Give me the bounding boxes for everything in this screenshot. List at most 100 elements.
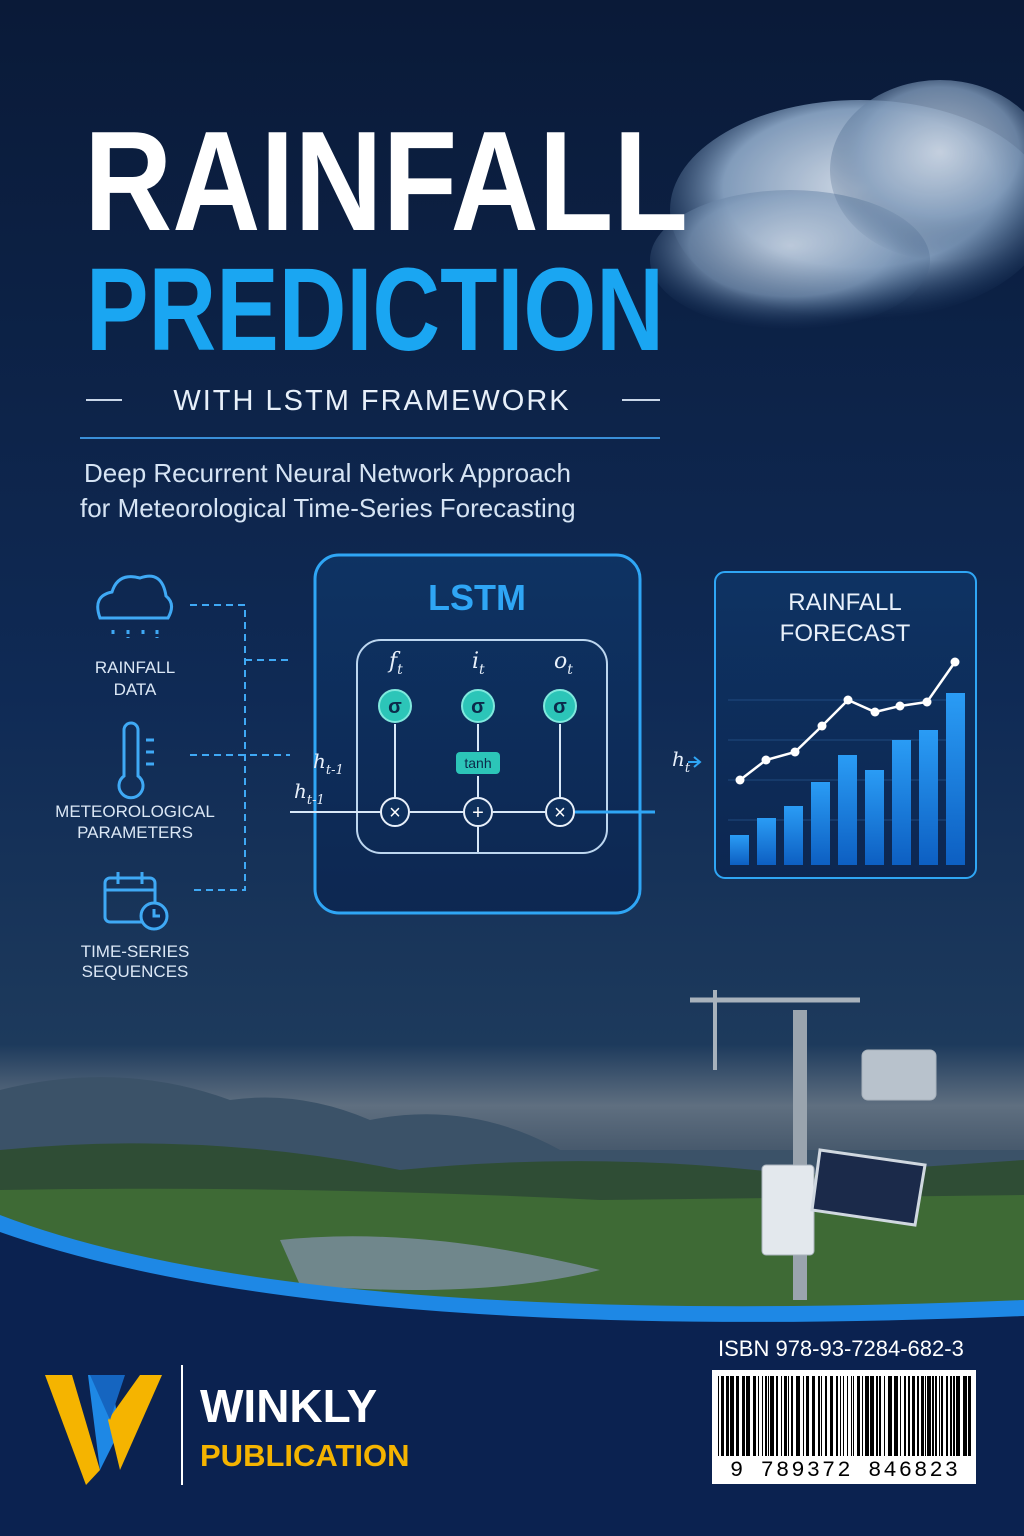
barcode-stripe <box>862 1376 863 1456</box>
barcode-stripe <box>812 1376 815 1456</box>
sigma-node <box>461 689 495 723</box>
sigma: σ <box>471 696 485 718</box>
barcode-stripe <box>925 1376 926 1456</box>
tanh-box <box>456 752 500 774</box>
barcode-stripe <box>818 1376 820 1456</box>
barcode-stripe <box>888 1376 892 1456</box>
barcode-stripe <box>796 1376 800 1456</box>
barcode-stripe <box>865 1376 869 1456</box>
barcode-stripe <box>791 1376 793 1456</box>
barcode-stripe <box>788 1376 789 1456</box>
op: × <box>554 802 566 824</box>
barcode-stripe <box>956 1376 960 1456</box>
barcode-stripe <box>941 1376 943 1456</box>
barcode-stripe <box>876 1376 878 1456</box>
gate-sub: t <box>567 662 573 678</box>
barcode-stripe <box>770 1376 774 1456</box>
barcode-digits: 9 789372 846823 <box>730 1458 958 1483</box>
h-prev: ht-1 <box>313 749 344 778</box>
barcode-stripe <box>784 1376 787 1456</box>
op-node <box>463 797 493 827</box>
barcode-stripe <box>806 1376 809 1456</box>
barcode-stripe <box>946 1376 948 1456</box>
barcode-digit-bg <box>728 1456 964 1480</box>
title-line2: PREDICTION <box>86 244 664 376</box>
barcode-stripe <box>939 1376 940 1456</box>
barcode-stripe <box>847 1376 848 1456</box>
barcode-stripe <box>830 1376 833 1456</box>
barcode-stripe <box>853 1376 854 1456</box>
gate-sub: t <box>397 662 403 678</box>
arrow <box>688 756 702 768</box>
connectors <box>190 604 290 891</box>
barcode-stripe <box>803 1376 804 1456</box>
op: + <box>472 802 484 824</box>
barcode-stripe <box>721 1376 724 1456</box>
sigma-node <box>378 689 412 723</box>
op: × <box>389 802 401 824</box>
barcode-stripe <box>904 1376 906 1456</box>
op-node <box>545 797 575 827</box>
barcode-stripe <box>935 1376 937 1456</box>
barcode-stripe <box>730 1376 734 1456</box>
barcode-stripe <box>927 1376 931 1456</box>
sigma-node <box>543 689 577 723</box>
barcode-stripe <box>836 1376 838 1456</box>
title-line1: RAINFALL <box>84 102 688 261</box>
h-out: ht <box>672 747 691 776</box>
lstm-title: LSTM <box>428 577 526 618</box>
barcode-stripe <box>950 1376 952 1456</box>
barcode-stripe <box>762 1376 763 1456</box>
barcode-stripe <box>843 1376 844 1456</box>
forecast-graphic <box>728 657 965 865</box>
tanh: tanh <box>464 755 491 771</box>
barcode-stripe <box>840 1376 841 1456</box>
input-label: RAINFALL <box>95 658 175 677</box>
barcode-bars <box>718 1376 971 1456</box>
weather-station <box>690 990 937 1300</box>
gate-label: it <box>472 649 485 678</box>
input-label: METEOROLOGICAL <box>55 802 215 821</box>
publisher-name: WINKLY <box>200 1380 377 1432</box>
barcode-stripe <box>917 1376 919 1456</box>
barcode-stripe <box>870 1376 874 1456</box>
input-label: PARAMETERS <box>77 823 193 842</box>
barcode-stripe <box>953 1376 955 1456</box>
tagline: Deep Recurrent Neural Network Approach <box>84 458 571 488</box>
input-label: DATA <box>114 680 157 699</box>
barcode-stripe <box>768 1376 769 1456</box>
barcode-stripe <box>851 1376 852 1456</box>
barcode-stripe <box>758 1376 759 1456</box>
barcode-stripe <box>736 1376 739 1456</box>
input-label: SEQUENCES <box>82 962 189 981</box>
barcode-stripe <box>746 1376 750 1456</box>
sigma: σ <box>388 696 402 718</box>
publisher-line2: PUBLICATION <box>200 1438 410 1473</box>
gate-symbol: i <box>472 649 479 674</box>
barcode-stripe <box>908 1376 910 1456</box>
barcode-stripe <box>825 1376 827 1456</box>
storm-cloud <box>650 80 1024 330</box>
barcode-stripe <box>781 1376 782 1456</box>
publisher-logo <box>45 1375 162 1485</box>
barcode-stripe <box>900 1376 901 1456</box>
isbn: ISBN 978-93-7284-682-3 <box>718 1336 964 1361</box>
barcode-stripe <box>968 1376 971 1456</box>
barcode-stripe <box>776 1376 778 1456</box>
barcode-stripe <box>932 1376 934 1456</box>
barcode-stripe <box>921 1376 924 1456</box>
barcode-stripe <box>963 1376 967 1456</box>
barcode-stripe <box>857 1376 860 1456</box>
barcode-stripe <box>726 1376 729 1456</box>
gate-sub: t <box>479 662 485 678</box>
barcode-stripe <box>765 1376 767 1456</box>
sigma: σ <box>553 696 567 718</box>
barcode-stripe <box>821 1376 822 1456</box>
subtitle: WITH LSTM FRAMEWORK <box>173 385 570 417</box>
barcode-stripe <box>894 1376 898 1456</box>
input-icons <box>96 574 173 931</box>
barcode-stripe <box>753 1376 756 1456</box>
cell-flow <box>290 724 655 852</box>
lstm-cell <box>356 639 608 854</box>
